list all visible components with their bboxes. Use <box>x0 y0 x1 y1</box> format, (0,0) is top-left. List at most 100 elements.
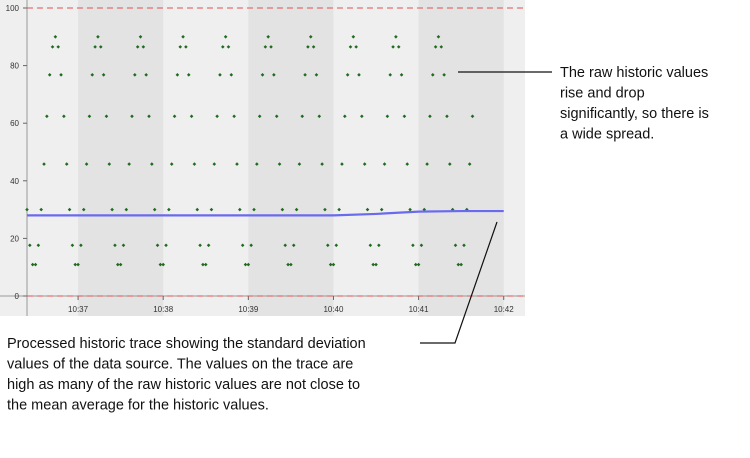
y-tick-label: 60 <box>10 119 19 128</box>
annotations: The raw historic values rise and drop sign… <box>7 65 709 414</box>
raw-point <box>121 243 126 248</box>
raw-point <box>147 114 151 119</box>
raw-point <box>87 114 92 119</box>
annotation-text: Processed historic trace showing the sta… <box>7 336 366 352</box>
raw-point <box>184 45 188 49</box>
raw-point <box>67 207 72 212</box>
raw-point <box>314 73 319 77</box>
raw-point <box>419 243 424 248</box>
raw-point <box>416 262 421 267</box>
raw-point <box>399 73 404 77</box>
raw-point <box>388 73 393 77</box>
raw-point <box>138 35 143 39</box>
raw-point <box>382 162 387 166</box>
annotation-text: rise and drop <box>560 86 645 102</box>
raw-point <box>320 162 324 166</box>
raw-point <box>175 73 180 77</box>
annotation-text: The raw historic values <box>560 65 708 81</box>
raw-point <box>368 243 373 248</box>
raw-point <box>39 207 43 212</box>
raw-point <box>203 262 208 267</box>
bands <box>78 0 504 316</box>
raw-point <box>98 45 103 49</box>
raw-point <box>56 45 61 49</box>
raw-point <box>462 243 466 248</box>
raw-point <box>413 262 418 267</box>
raw-point <box>323 207 327 212</box>
y-tick-label: 20 <box>10 234 19 243</box>
raw-point <box>357 73 361 77</box>
y-tick-label: 40 <box>10 177 19 186</box>
raw-point <box>181 35 185 39</box>
raw-point <box>257 114 262 119</box>
raw-point <box>172 114 177 119</box>
raw-point <box>269 45 273 49</box>
raw-point <box>186 73 191 77</box>
raw-point <box>436 35 441 39</box>
x-tick-label: 10:42 <box>494 305 515 314</box>
raw-point <box>161 262 166 267</box>
raw-point <box>169 162 174 166</box>
raw-point <box>362 162 367 166</box>
y-tick-label: 0 <box>15 292 20 301</box>
raw-point <box>47 73 52 77</box>
raw-point <box>232 114 236 119</box>
raw-point <box>25 207 29 212</box>
callout-line <box>420 221 498 344</box>
raw-point <box>405 162 410 166</box>
raw-point <box>260 73 265 77</box>
raw-point <box>220 45 225 49</box>
raw-point <box>325 243 330 248</box>
raw-point <box>246 262 251 267</box>
raw-point <box>195 207 200 212</box>
raw-point <box>360 114 364 119</box>
raw-point <box>150 162 154 166</box>
raw-point <box>42 162 46 166</box>
plot: 0 20 40 60 80 100 10:37 10:38 10:39 10:40 10:41 10:… <box>6 4 525 314</box>
raw-point <box>453 243 458 248</box>
raw-point <box>411 243 415 248</box>
raw-point <box>351 35 356 39</box>
raw-point <box>408 207 412 212</box>
band <box>418 0 504 316</box>
annotation-text: significantly, so there is <box>560 106 709 122</box>
raw-point <box>345 73 350 77</box>
raw-point <box>303 73 307 77</box>
raw-point <box>53 35 58 39</box>
raw-point <box>198 243 202 248</box>
raw-point <box>135 45 140 49</box>
raw-point <box>470 114 475 119</box>
raw-point <box>371 262 375 267</box>
annotation-text: the mean average for the historic values… <box>7 398 269 414</box>
raw-point <box>73 262 78 267</box>
raw-point <box>59 73 63 77</box>
raw-point <box>36 243 41 248</box>
raw-point <box>50 45 55 49</box>
raw-point <box>155 243 160 248</box>
raw-point <box>64 162 69 166</box>
raw-point <box>317 114 322 119</box>
raw-point <box>226 45 231 49</box>
raw-point <box>124 207 129 212</box>
raw-point <box>291 243 296 248</box>
raw-point <box>84 162 89 166</box>
raw-point <box>331 262 336 267</box>
raw-point <box>223 35 228 39</box>
raw-point <box>445 114 449 119</box>
raw-point <box>448 162 452 166</box>
raw-point <box>33 262 38 267</box>
raw-point <box>456 262 461 267</box>
raw-point <box>297 162 302 166</box>
raw-point <box>158 262 163 267</box>
raw-point <box>104 114 109 119</box>
raw-point <box>379 207 384 212</box>
raw-point <box>90 73 95 77</box>
raw-point <box>189 114 194 119</box>
annotation-text: a wide spread. <box>560 127 654 143</box>
raw-point <box>70 243 75 248</box>
raw-point <box>81 207 86 212</box>
raw-point <box>255 162 259 166</box>
raw-point <box>280 207 285 212</box>
raw-point <box>442 73 446 77</box>
